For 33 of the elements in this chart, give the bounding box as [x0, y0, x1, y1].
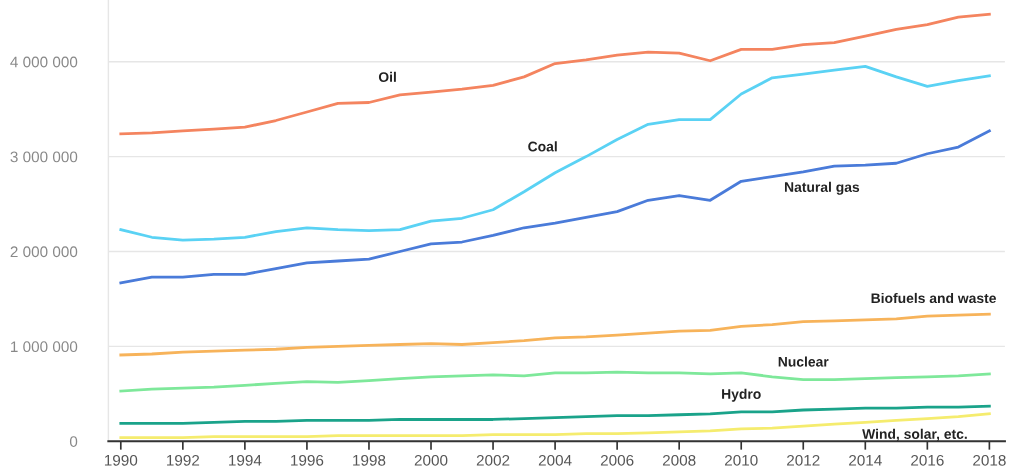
- x-tick-label: 2018: [973, 454, 1006, 466]
- y-tick-label: 0: [69, 436, 78, 447]
- x-tick-label: 1994: [229, 454, 262, 466]
- series-label: Coal: [528, 141, 557, 152]
- x-tick-label: 1990: [104, 454, 138, 466]
- x-tick-label: 2008: [662, 454, 696, 466]
- series-label: Nuclear: [778, 356, 829, 367]
- line-series: [119, 12, 991, 136]
- line-series: [119, 65, 991, 242]
- x-tick-label: 2000: [414, 454, 448, 466]
- y-tick-label: 3 000 000: [10, 151, 78, 163]
- x-tick-label: 2012: [787, 454, 820, 466]
- series-label: Oil: [378, 71, 396, 82]
- x-tick-label: 2006: [600, 454, 634, 466]
- series-label: Biofuels and waste: [871, 292, 996, 304]
- x-tick-label: 1998: [353, 454, 386, 466]
- x-tick-label: 2016: [911, 454, 944, 466]
- line-series: [119, 412, 991, 439]
- x-tick-label: 2004: [538, 454, 572, 466]
- x-tick-label: 2002: [476, 454, 510, 466]
- x-tick-label: 1992: [167, 454, 200, 466]
- x-tick-label: 1996: [291, 454, 324, 466]
- x-tick-label: 2010: [724, 454, 758, 466]
- line-series: [119, 404, 991, 425]
- series-label: Natural gas: [784, 181, 860, 195]
- line-series: [119, 129, 991, 285]
- series-label: Wind, solar, etc.: [862, 428, 967, 441]
- y-tick-label: 2 000 000: [10, 246, 78, 258]
- y-tick-label: 1 000 000: [11, 341, 78, 353]
- series-label: Hydro: [722, 388, 761, 402]
- line-series: [119, 312, 991, 357]
- x-tick-label: 2014: [849, 454, 882, 466]
- y-tick-label: 4 000 000: [10, 56, 78, 68]
